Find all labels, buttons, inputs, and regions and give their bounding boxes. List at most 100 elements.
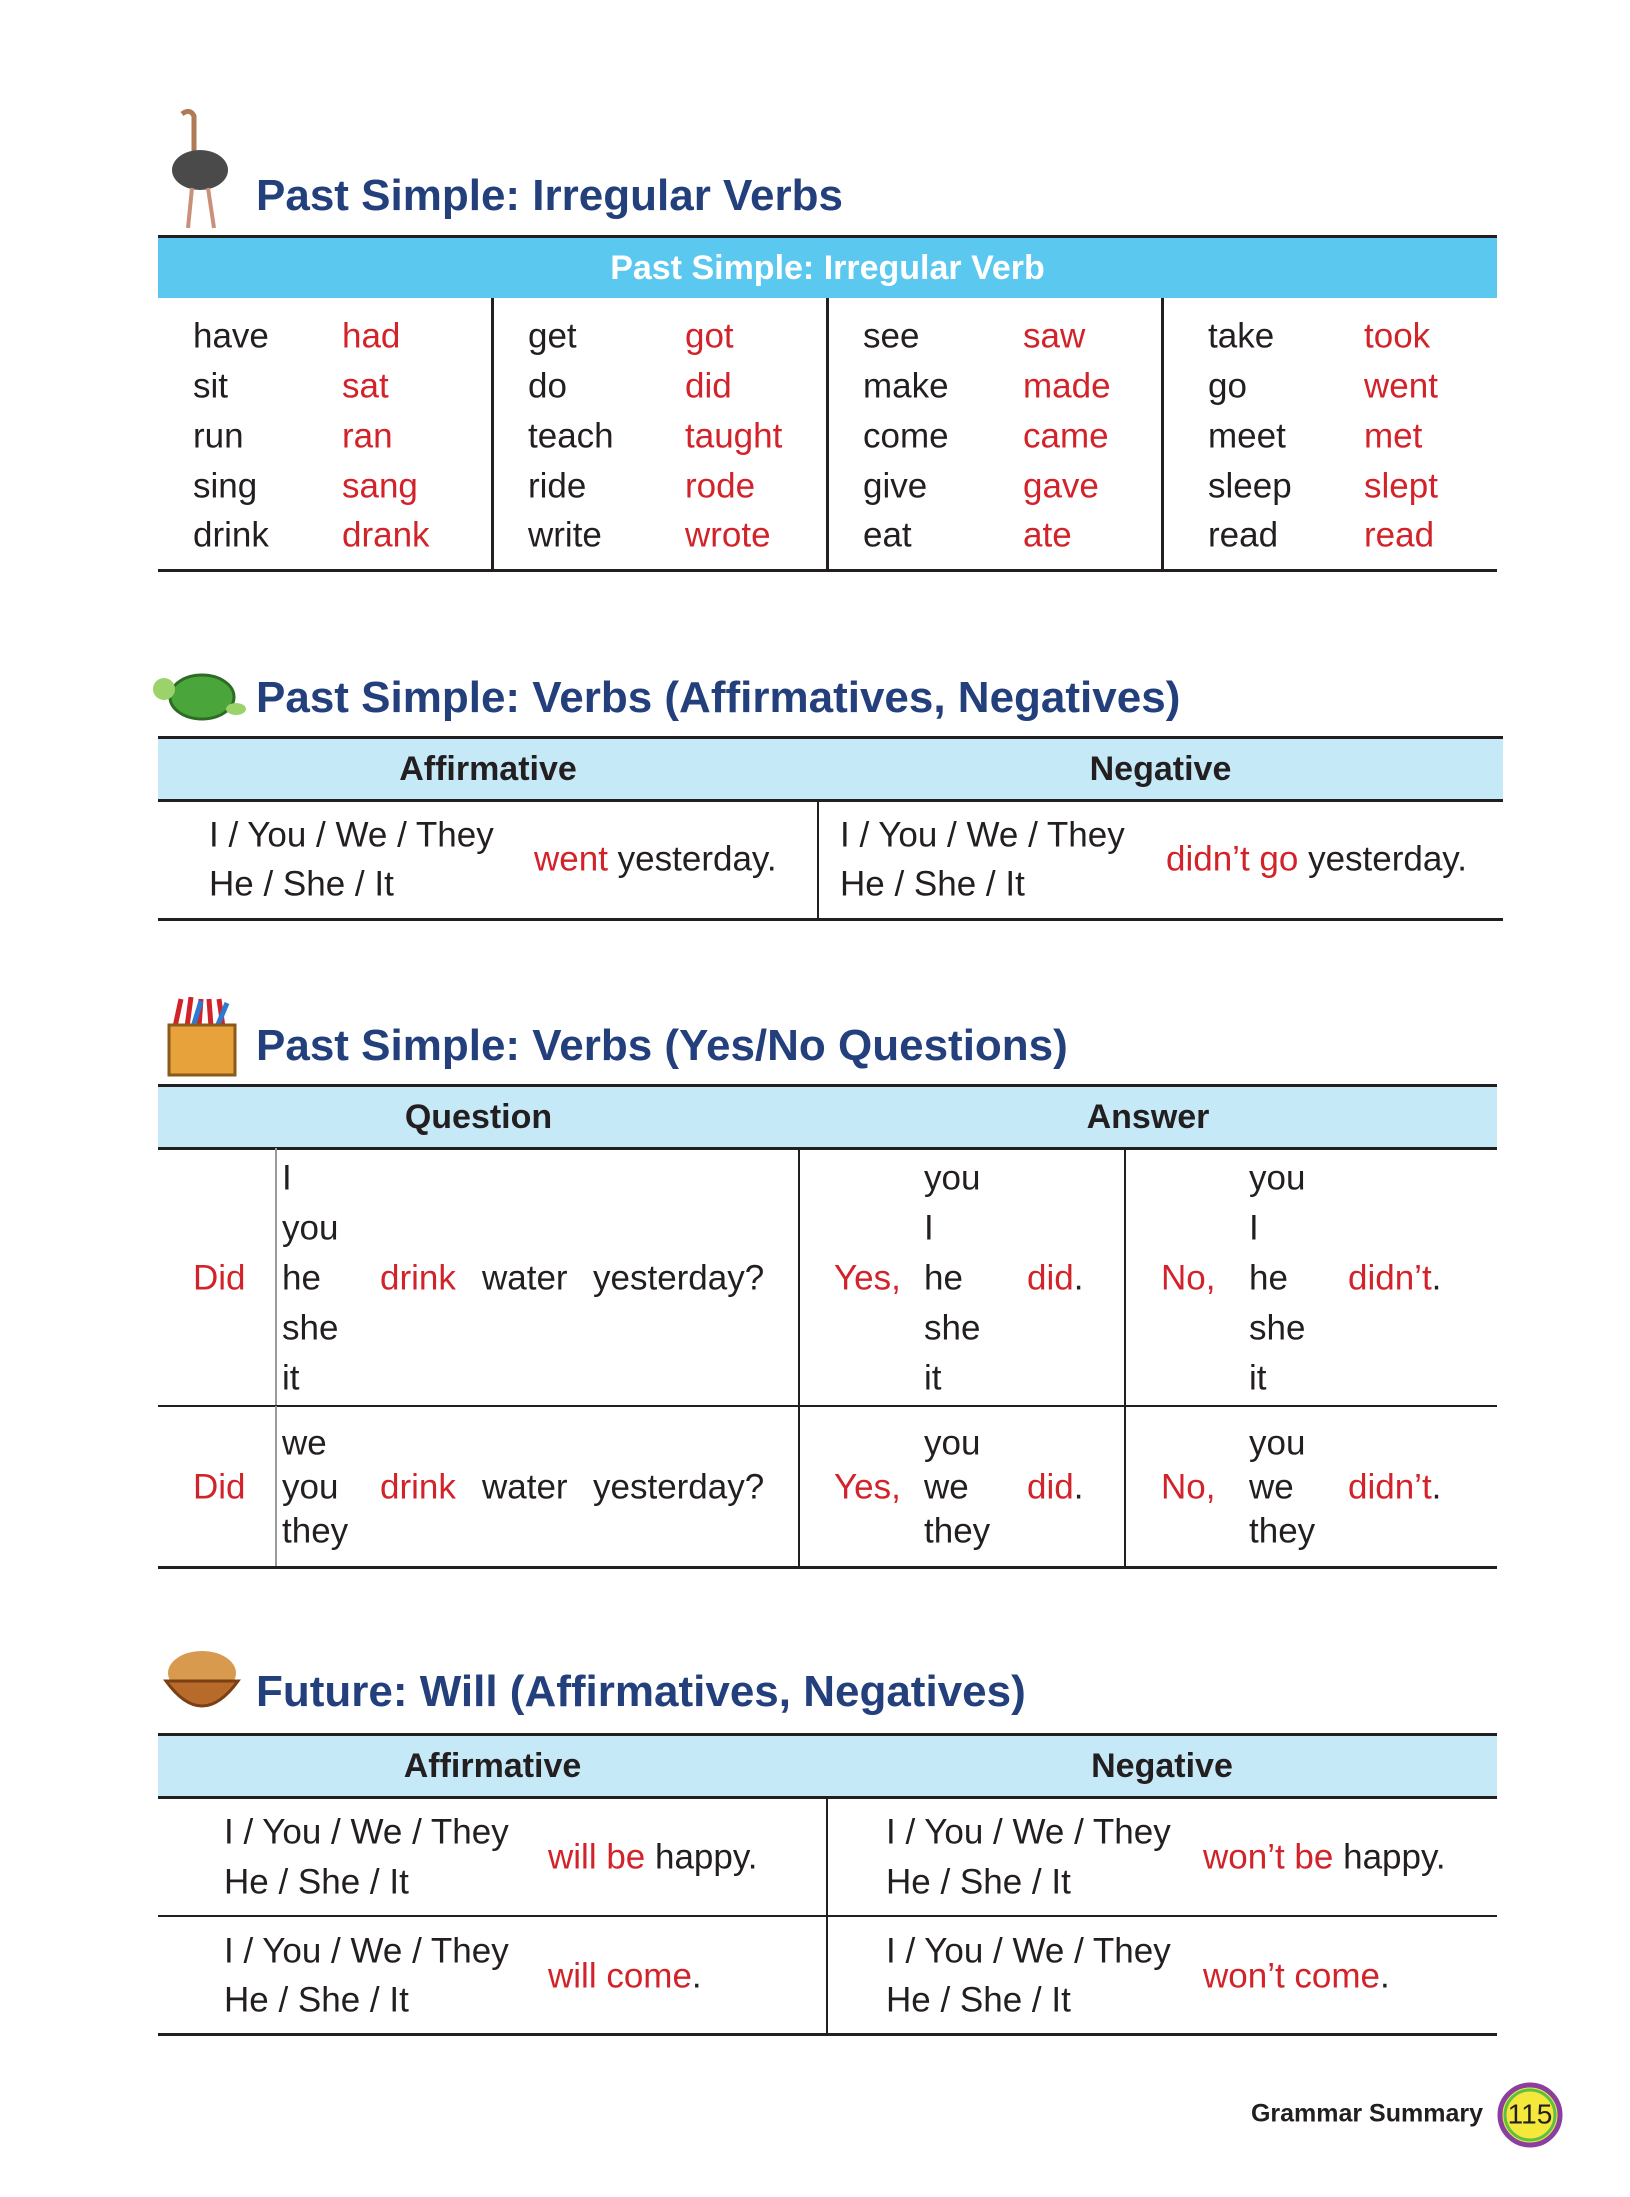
subject: He / She / It [840,864,1025,904]
pronoun: they [1249,1511,1316,1551]
bread-basket-icon [163,1651,241,1708]
section-title: Past Simple: Irregular Verbs [256,171,843,220]
base-form: drink [193,515,269,555]
verb: won’t come [1203,1956,1381,1996]
answer-verb: did. [1027,1261,1083,1296]
punctuation: . [1073,1467,1084,1507]
subject: He / She / It [209,864,394,904]
past-form: read [1364,515,1435,555]
column-header: Affirmative [403,1747,582,1785]
past-form: sat [342,366,389,406]
verb: won’t be [1203,1837,1334,1877]
pronoun: you [282,1208,339,1248]
base-form: make [863,366,949,406]
past-form: gave [1023,466,1099,506]
punctuation: . [1073,1258,1084,1298]
rule [798,1148,800,1406]
rule [825,298,829,570]
base-form: run [193,416,244,456]
verb: will come [548,1956,692,1996]
rule [1160,298,1164,570]
page-number: 115 [1508,2098,1553,2129]
answer-verb: did. [1027,1470,1083,1505]
verb: drink [380,1258,456,1298]
column-header: Negative [1089,750,1232,788]
base-form: go [1208,366,1247,406]
pronoun: you [1249,1423,1306,1463]
subject: I / You / We / They [840,815,1125,855]
pronoun: I [924,1208,934,1248]
subject: He / She / It [886,1862,1071,1902]
past-form: taught [685,416,783,456]
answer-word: No, [1161,1467,1216,1507]
rest: . [691,1956,702,1996]
pronoun: she [1249,1308,1306,1348]
pronoun: I [1249,1208,1259,1248]
base-form: ride [528,466,587,506]
pronoun: we [1249,1467,1294,1507]
rule [1124,1148,1126,1406]
column-header: Negative [1091,1747,1233,1785]
object: water [482,1467,568,1507]
pronoun: you [924,1158,981,1198]
verb: went [534,839,608,879]
base-form: teach [528,416,614,456]
past-form: ate [1023,515,1072,555]
subject: He / She / It [224,1980,409,2020]
past-form: met [1364,416,1423,456]
table-header: Past Simple: Irregular Verb [610,249,1045,287]
rule [826,1916,828,2034]
punctuation: . [1431,1258,1442,1298]
subject: He / She / It [886,1980,1071,2020]
pronoun: she [924,1308,981,1348]
verb-phrase: will be happy. [548,1840,758,1875]
past-form: did [685,366,732,406]
header-band [158,238,1497,298]
rule [798,1406,800,1567]
pronoun: we [282,1423,327,1463]
base-form: meet [1208,416,1286,456]
verb: didn’t go [1166,839,1299,879]
rule [158,2032,1497,2036]
punctuation: . [1431,1467,1442,1507]
past-form: saw [1023,316,1086,356]
rule [817,800,819,919]
answer-word: No, [1161,1258,1216,1298]
base-form: get [528,316,577,356]
rule [1124,1406,1126,1567]
rule [490,298,494,570]
answer-word: Yes, [834,1467,901,1507]
verb: will be [548,1837,646,1877]
verb-phrase: won’t come. [1203,1959,1390,1994]
past-form: made [1023,366,1111,406]
subject: I / You / We / They [224,1812,509,1852]
auxiliary: Did [193,1467,246,1507]
verb-phrase: didn’t go yesterday. [1166,842,1467,877]
column-header: Answer [1086,1098,1210,1136]
page-number-badge: 115 [1497,2082,1563,2148]
time: yesterday? [593,1258,765,1298]
footer-label: Grammar Summary [1250,2099,1483,2128]
past-form: got [685,316,734,356]
answer-verb: didn’t. [1348,1470,1441,1505]
subject: I / You / We / They [209,815,494,855]
rule [158,568,1497,572]
past-form: had [342,316,401,356]
pronoun: they [924,1511,991,1551]
rule [158,1083,1497,1087]
pronoun: you [282,1467,339,1507]
object: water [482,1258,568,1298]
pronoun: we [924,1467,969,1507]
rest: happy. [655,1837,758,1877]
rule [158,1405,1497,1407]
header-band [158,1736,1497,1796]
past-form: went [1364,366,1438,406]
subject: I / You / We / They [886,1931,1171,1971]
rule [158,735,1503,739]
column-header: Question [404,1098,553,1136]
header-band [158,1087,1497,1147]
time: yesterday? [593,1467,765,1507]
rest: happy. [1343,1837,1446,1877]
pronoun: you [924,1423,981,1463]
